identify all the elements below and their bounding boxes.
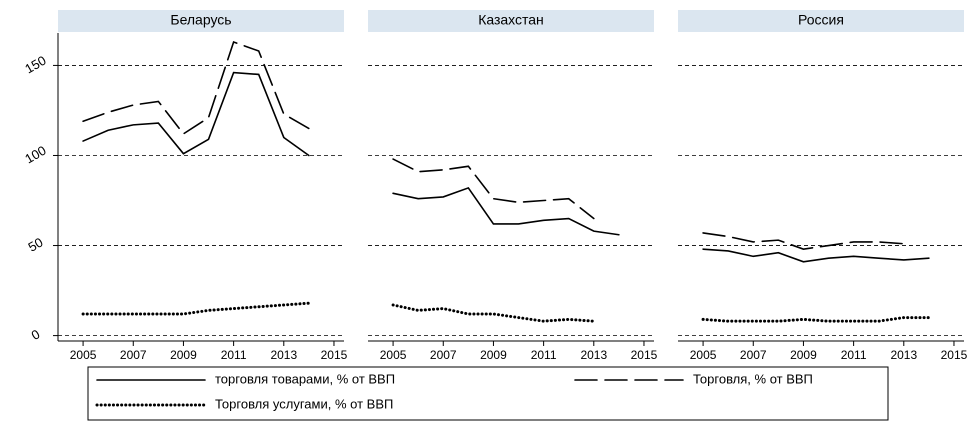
panel-title: Беларусь [170,12,231,28]
x-tick-label: 2015 [321,348,348,362]
x-tick-label: 2011 [221,348,247,362]
y-tick-label: 0 [29,326,43,343]
line-series [701,316,931,323]
panel-title: Россия [798,12,844,28]
y-tick-label: 50 [25,235,45,255]
y-tick-label: 100 [22,143,48,167]
line-series [702,232,905,250]
line-series [392,186,620,236]
x-tick-label: 2007 [430,348,457,362]
x-tick-label: 2011 [841,348,867,362]
x-tick-label: 2009 [170,348,197,362]
line-series [81,301,311,316]
x-tick-label: 2007 [120,348,147,362]
x-tick-label: 2009 [480,348,507,362]
x-tick-label: 2015 [631,348,658,362]
legend-box [87,366,889,421]
x-tick-label: 2015 [941,348,968,362]
line-series [702,248,930,263]
legend-label: Торговля, % от ВВП [693,371,813,386]
panel-title: Казахстан [478,12,544,28]
x-tick-label: 2005 [380,348,407,362]
panel-header [368,10,654,32]
x-tick-label: 2013 [580,348,607,362]
x-tick-label: 2013 [890,348,917,362]
x-tick-label: 2007 [740,348,767,362]
panel-header [678,10,964,32]
legend-label: торговля товарами, % от ВВП [215,371,395,386]
x-tick-label: 2005 [690,348,717,362]
x-tick-label: 2005 [70,348,97,362]
x-tick-label: 2013 [270,348,297,362]
line-series [82,40,310,135]
legend-label: Торговля услугами, % от ВВП [215,396,393,411]
line-series [82,71,310,157]
x-tick-label: 2011 [531,348,557,362]
line-series [391,303,596,323]
panel-header [58,10,344,32]
line-series [392,158,595,220]
x-tick-label: 2009 [790,348,817,362]
y-tick-label: 150 [22,53,48,77]
